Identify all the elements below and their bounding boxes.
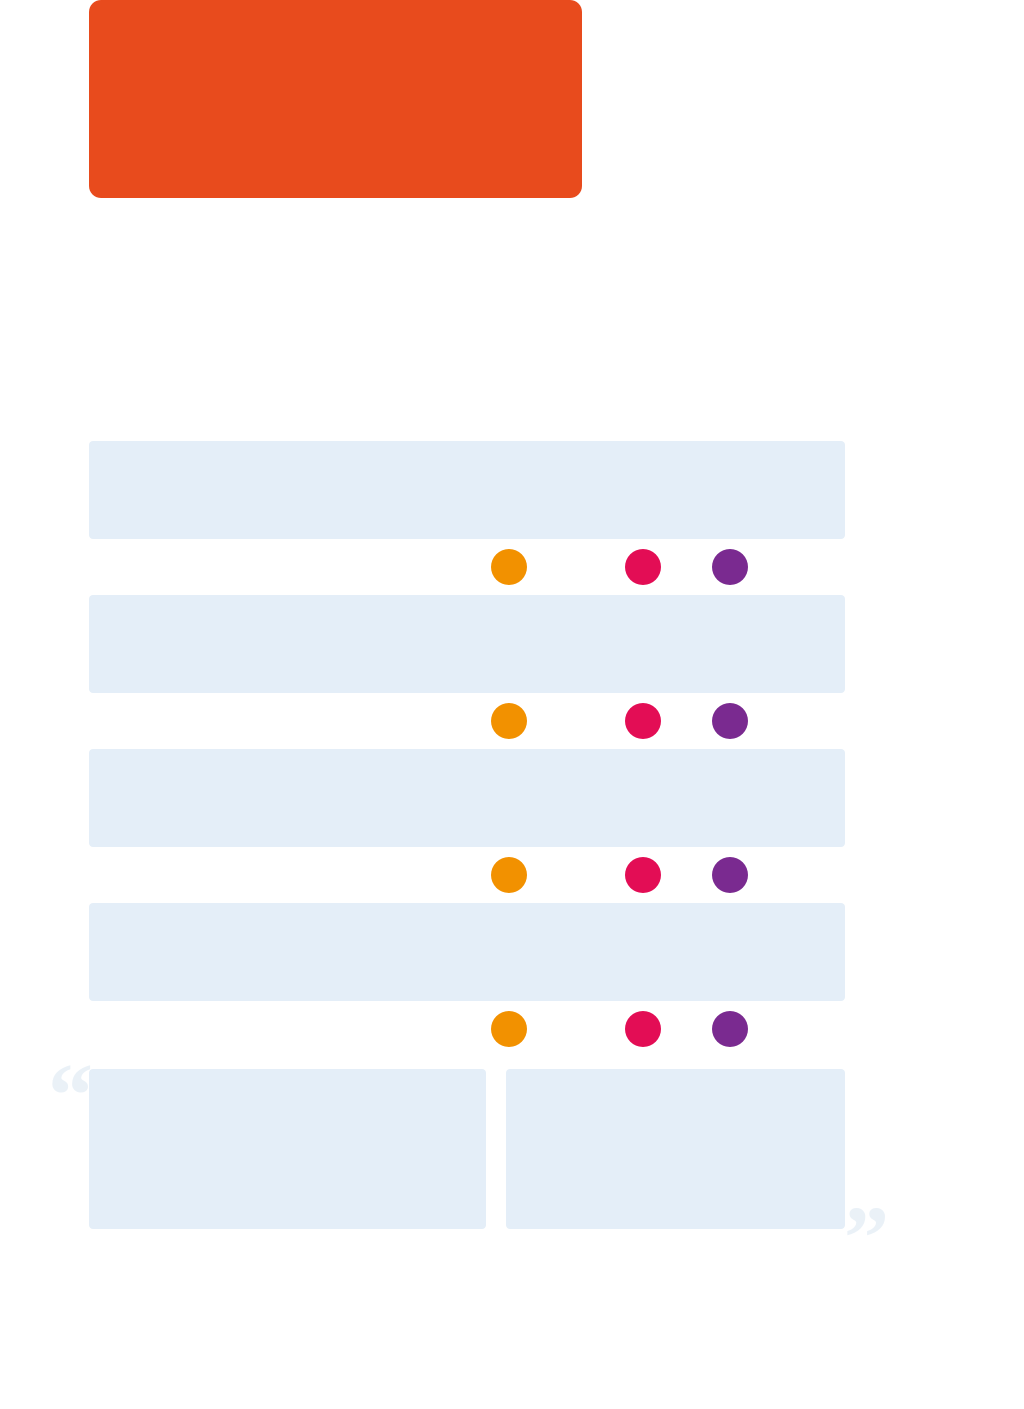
item-row [89, 903, 845, 1001]
close-quote-icon: ” [844, 1194, 889, 1284]
dot-orange [491, 1011, 527, 1047]
quote-box-right [506, 1069, 845, 1229]
item-dots [89, 539, 845, 595]
item-dots [89, 1001, 845, 1057]
dot-orange [491, 857, 527, 893]
dot-orange [491, 703, 527, 739]
quote-box-left [89, 1069, 486, 1229]
item-dots [89, 847, 845, 903]
quote-section [89, 1069, 845, 1229]
item-row [89, 749, 845, 847]
open-quote-icon: “ [48, 1051, 93, 1141]
dot-purple [712, 549, 748, 585]
dot-pink [625, 549, 661, 585]
page: “ ” [0, 0, 1024, 1409]
dot-purple [712, 1011, 748, 1047]
dot-orange [491, 549, 527, 585]
dot-pink [625, 857, 661, 893]
item-dots [89, 693, 845, 749]
highlight-card [89, 0, 582, 198]
dot-pink [625, 703, 661, 739]
dot-purple [712, 857, 748, 893]
item-row [89, 441, 845, 539]
dot-purple [712, 703, 748, 739]
item-list [89, 441, 845, 1057]
item-row [89, 595, 845, 693]
dot-pink [625, 1011, 661, 1047]
